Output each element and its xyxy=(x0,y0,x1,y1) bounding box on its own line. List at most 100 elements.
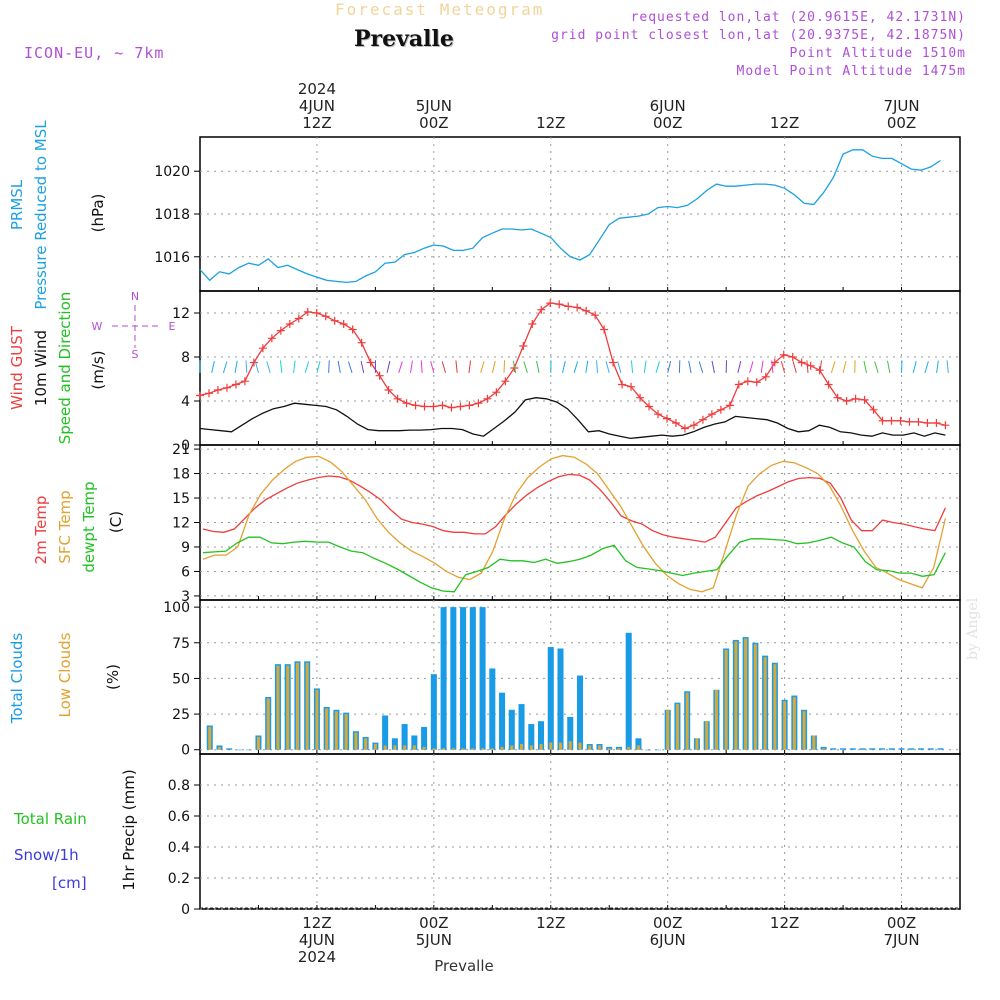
wind-arrow xyxy=(211,360,215,374)
total-cloud-bar xyxy=(879,748,886,750)
low-cloud-bar xyxy=(783,701,787,750)
gust-marker xyxy=(618,380,627,389)
gust-marker xyxy=(456,402,465,411)
gust-marker xyxy=(896,416,905,425)
gust-marker xyxy=(662,414,671,423)
gust-marker xyxy=(743,377,752,386)
location-title: Prevalle xyxy=(354,26,454,52)
gust-marker xyxy=(645,402,654,411)
gust-marker xyxy=(923,419,932,427)
wind-arrow xyxy=(792,361,797,374)
top-time-label: 00Z xyxy=(419,114,448,132)
low-cloud-bar xyxy=(354,732,358,750)
total-cloud-bar xyxy=(567,716,574,750)
y-tick-label: 1016 xyxy=(154,250,190,266)
wind-arrow xyxy=(254,361,259,374)
total-cloud-bar xyxy=(869,748,876,750)
wind-arrow xyxy=(266,361,271,374)
wind-arrow xyxy=(936,360,939,373)
gust-marker xyxy=(833,393,842,402)
bottom-time-label: 5JUN xyxy=(416,931,452,949)
gust-marker xyxy=(411,401,420,410)
compass-e: E xyxy=(169,320,176,333)
wind-arrow xyxy=(630,360,634,373)
temp-line-0 xyxy=(202,473,946,543)
total-cloud-bar xyxy=(421,726,428,750)
low-cloud-bar xyxy=(724,649,728,750)
wind-arrow xyxy=(655,361,660,374)
low-cloud-bar xyxy=(529,745,533,750)
wind-arrow xyxy=(293,360,296,373)
low-cloud-bar xyxy=(432,748,436,750)
wind-arrow xyxy=(863,360,867,374)
clouds-unit: (%) xyxy=(104,664,122,690)
top-time-label: 00Z xyxy=(653,114,682,132)
low-cloud-bar xyxy=(383,745,387,750)
total-cloud-bar xyxy=(489,668,496,750)
gust-marker xyxy=(267,334,276,343)
low-cloud-bar xyxy=(364,738,368,750)
total-cloud-bar xyxy=(235,749,242,751)
low-cloud-bar xyxy=(325,708,329,750)
low-cloud-bar xyxy=(705,721,709,750)
gust-marker xyxy=(258,344,267,353)
gust-marker xyxy=(393,394,402,403)
low-cloud-bar xyxy=(520,744,524,750)
wind-arrow xyxy=(780,361,786,374)
snow-unit: [cm] xyxy=(52,874,87,892)
gust-marker xyxy=(402,399,411,408)
prmsl-label: PRMSL xyxy=(8,179,26,230)
total-cloud-bar xyxy=(460,607,467,750)
low-cloud-bar xyxy=(685,692,689,750)
panel-frame-precipitation xyxy=(199,753,961,910)
low-cloud-bar xyxy=(500,746,504,750)
gust-marker xyxy=(537,305,546,314)
top-time-label: 7JUN xyxy=(883,97,919,115)
gust-marker xyxy=(519,342,528,350)
total-cloud-bar xyxy=(859,748,866,750)
total-cloud-bar xyxy=(849,748,856,750)
pressure-unit: (hPa) xyxy=(89,194,107,233)
total-cloud-bar xyxy=(937,748,944,750)
gust-marker xyxy=(501,377,510,386)
gust-marker xyxy=(357,338,366,347)
gust-marker xyxy=(330,316,339,325)
total-cloud-bar xyxy=(499,692,506,750)
wind-arrow xyxy=(503,360,506,373)
y-tick-label: 3 xyxy=(181,589,190,605)
total-cloud-bar xyxy=(528,724,535,750)
gust-marker xyxy=(689,421,698,430)
y-tick-label: 9 xyxy=(181,540,190,556)
gust-marker xyxy=(591,311,600,320)
wind-arrow xyxy=(667,360,672,374)
top-time-label: 6JUN xyxy=(650,97,686,115)
gust-marker xyxy=(609,358,618,367)
requested-coords: requested lon,lat (20.9615E, 42.1731N) xyxy=(630,10,966,25)
total-rain-label: Total Rain xyxy=(13,810,87,828)
gust-marker xyxy=(465,401,474,410)
low-cloud-bar xyxy=(393,745,397,750)
low-cloud-bar xyxy=(412,745,416,750)
bottom-time-label: 12Z xyxy=(536,914,565,932)
temp-line-2 xyxy=(202,536,946,593)
top-time-label: 4JUN xyxy=(299,97,335,115)
top-time-label: 5JUN xyxy=(416,97,452,115)
wind-arrow xyxy=(749,361,754,374)
total-cloud-bar xyxy=(245,749,252,751)
low-cloud-bar xyxy=(617,748,621,750)
snow-label: Snow/1h xyxy=(14,846,79,864)
gust-marker xyxy=(779,350,788,359)
temp-2m-label: 2m Temp xyxy=(32,496,50,565)
pressure-label: Pressure Reduced to MSL xyxy=(32,120,50,310)
low-cloud-bar xyxy=(792,696,796,750)
watermark-text: by Angel xyxy=(965,597,981,660)
wind-arrow xyxy=(360,360,365,374)
gust-marker xyxy=(851,394,860,403)
y-tick-label: 6 xyxy=(181,564,190,580)
low-cloud-bar xyxy=(510,745,514,750)
wind-arrow xyxy=(441,361,447,374)
y-tick-label: 21 xyxy=(172,442,190,458)
watermark: by Angel xyxy=(965,598,981,660)
wind-arrow xyxy=(491,361,496,374)
wind-arrow xyxy=(819,360,823,373)
